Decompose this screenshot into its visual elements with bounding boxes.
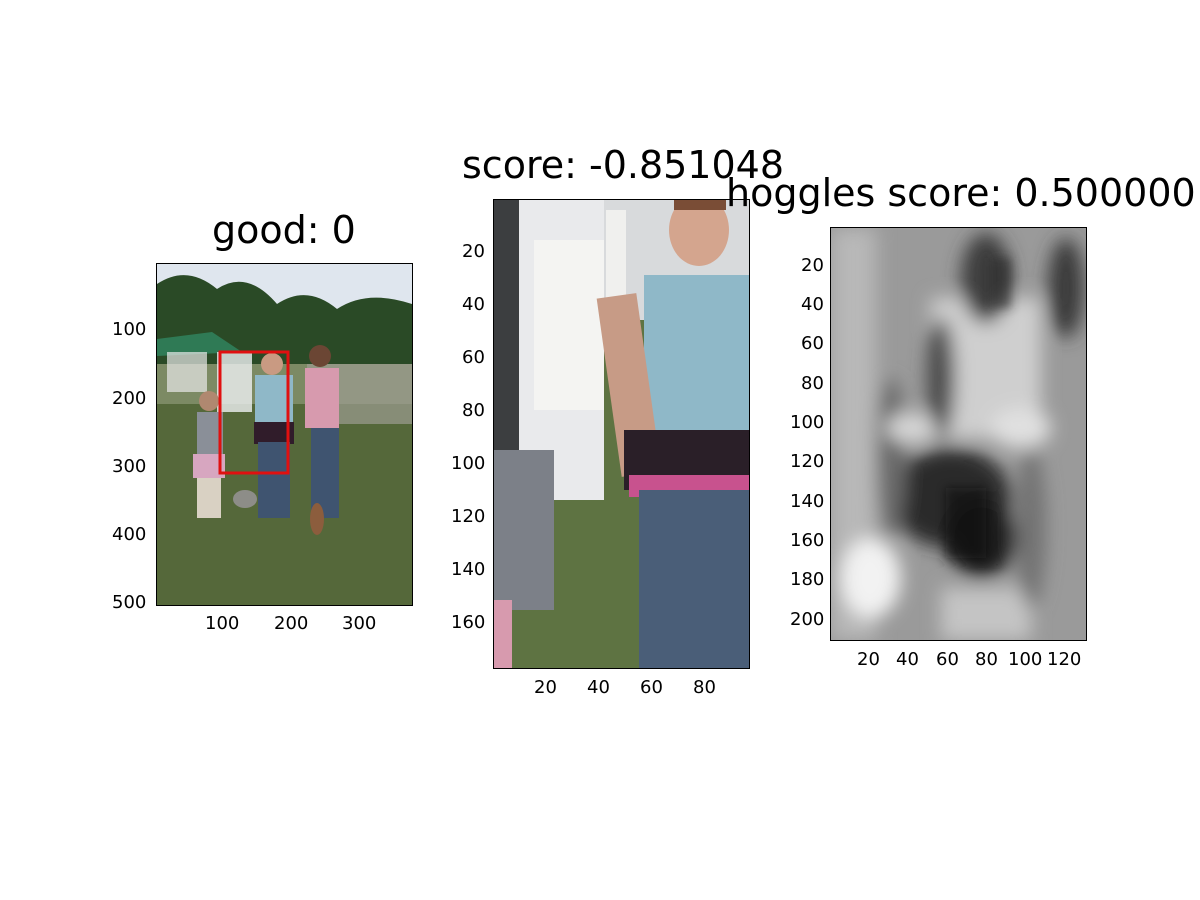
panel2-xticklabel: 60: [640, 677, 663, 698]
panel2-xticklabel: 80: [693, 677, 716, 698]
panel1-yticklabel: 100: [112, 319, 147, 340]
panel3-xticklabel: 20: [857, 649, 880, 670]
panel2-yticklabel: 140: [451, 559, 486, 580]
panel3-xticklabel: 120: [1047, 649, 1082, 670]
panel2-photo: [494, 200, 749, 668]
panel1-yticklabel: 500: [112, 592, 147, 613]
panel3-hog-visualization: [831, 228, 1086, 640]
panel3-yticklabel: 140: [790, 491, 825, 512]
panel2-yticklabel: 120: [451, 506, 486, 527]
panel1-image: [156, 263, 413, 606]
panel3-title: hoggles score: 0.500000: [726, 171, 1196, 215]
panel2-xticklabel: 20: [534, 677, 557, 698]
panel3-yticklabel: 60: [801, 333, 824, 354]
panel3-yticklabel: 40: [801, 294, 824, 315]
panel3-xticklabel: 80: [975, 649, 998, 670]
panel3-yticklabel: 100: [790, 412, 825, 433]
panel2-yticklabel: 60: [462, 347, 485, 368]
panel1-yticklabel: 400: [112, 524, 147, 545]
panel3-xticklabel: 60: [936, 649, 959, 670]
panel1-yticklabel: 200: [112, 388, 147, 409]
panel2-yticklabel: 80: [462, 400, 485, 421]
panel1-xticklabel: 300: [342, 613, 377, 634]
panel1-title: good: 0: [212, 208, 356, 252]
panel2-yticklabel: 20: [462, 241, 485, 262]
panel3-yticklabel: 120: [790, 451, 825, 472]
panel3-xticklabel: 100: [1008, 649, 1043, 670]
panel2-title: score: -0.851048: [462, 143, 785, 187]
detection-box: [218, 350, 290, 475]
panel1-photo: [157, 264, 412, 605]
panel2-xticklabel: 40: [587, 677, 610, 698]
panel3-yticklabel: 160: [790, 530, 825, 551]
panel2-yticklabel: 40: [462, 294, 485, 315]
panel3-xticklabel: 40: [896, 649, 919, 670]
panel2-yticklabel: 100: [451, 453, 486, 474]
panel2-yticklabel: 160: [451, 612, 486, 633]
panel3-yticklabel: 20: [801, 255, 824, 276]
panel1-xticklabel: 200: [274, 613, 309, 634]
panel1-xticklabel: 100: [205, 613, 240, 634]
panel2-image: [493, 199, 750, 669]
panel3-image: [830, 227, 1087, 641]
panel3-yticklabel: 80: [801, 373, 824, 394]
panel3-yticklabel: 180: [790, 569, 825, 590]
panel1-yticklabel: 300: [112, 456, 147, 477]
panel3-yticklabel: 200: [790, 609, 825, 630]
